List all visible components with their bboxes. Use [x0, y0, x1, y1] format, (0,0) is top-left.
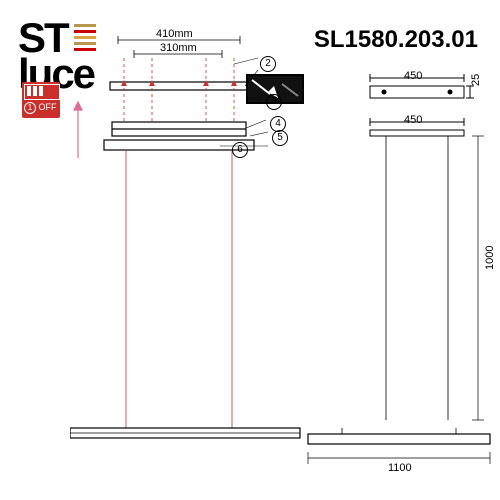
- callout-2: 2: [260, 56, 276, 72]
- callout-3: 3: [266, 94, 282, 110]
- side-top-h: 25: [470, 74, 482, 86]
- iso-view: [70, 28, 310, 448]
- side-plate-w: 450: [404, 114, 422, 126]
- front-bar-w: 1100: [388, 462, 412, 474]
- dim-310: 310mm: [160, 42, 197, 54]
- side-view: [352, 70, 492, 450]
- callout-5: 5: [272, 130, 288, 146]
- dim-410: 410mm: [156, 28, 193, 40]
- model-number: SL1580.203.01: [314, 26, 478, 54]
- off-switch: 1 OFF: [22, 82, 60, 118]
- side-top-w: 450: [404, 70, 422, 82]
- off-label: OFF: [39, 102, 57, 112]
- callout-6: 6: [232, 142, 248, 158]
- side-cable-h: 1000: [484, 246, 496, 270]
